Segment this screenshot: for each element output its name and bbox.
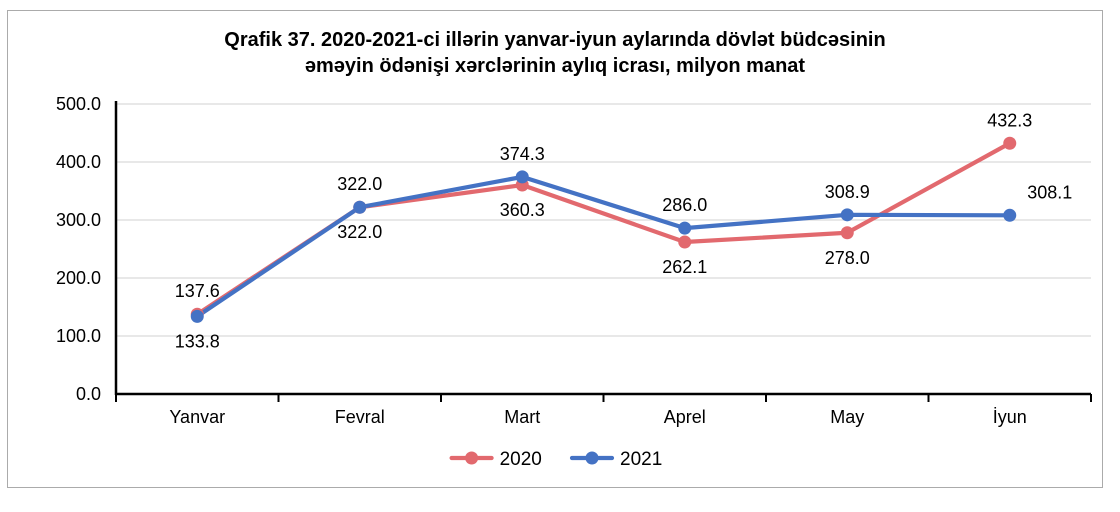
data-label-2020-mart: 360.3 [500, 200, 545, 220]
y-tick-label-200: 200.0 [56, 268, 101, 288]
line-chart: 0.0 100.0 200.0 300.0 400.0 500.0 Yanvar Fevral… [56, 94, 1092, 470]
y-tick-label-100: 100.0 [56, 326, 101, 346]
data-label-2020-aprel: 262.1 [662, 257, 707, 277]
x-category-label-aprel: Aprel [664, 407, 706, 427]
data-label-2020-yanvar: 137.6 [175, 281, 220, 301]
legend-label-2021: 2021 [620, 449, 662, 470]
y-tick-label-400: 400.0 [56, 152, 101, 172]
x-category-label-i̇yun: İyun [993, 407, 1027, 427]
data-label-2021-aprel: 286.0 [662, 195, 707, 215]
data-point-2020-aprel [678, 235, 692, 249]
data-point-2020-i̇yun [1003, 136, 1017, 150]
legend-marker-2021 [585, 451, 599, 465]
series-line-2021 [195, 174, 1012, 319]
data-label-2021-yanvar: 133.8 [175, 331, 220, 351]
series-line-2020 [195, 141, 1012, 317]
y-tick-label-500: 500.0 [56, 94, 101, 114]
data-label-2020-fevral: 322.0 [337, 174, 382, 194]
chart-title-line-1: Qrafik 37. 2020-2021-ci illərin yanvar-i… [224, 29, 886, 51]
y-tick-label-0: 0.0 [76, 384, 101, 404]
data-point-2021-may [840, 208, 854, 222]
legend-marker-2020 [465, 451, 479, 465]
x-category-label-yanvar: Yanvar [169, 407, 225, 427]
data-point-2021-aprel [678, 221, 692, 235]
data-point-2021-mart [515, 170, 529, 184]
x-category-label-fevral: Fevral [335, 407, 385, 427]
data-label-2020-i̇yun: 432.3 [987, 110, 1032, 130]
data-label-2021-i̇yun: 308.1 [1027, 182, 1072, 202]
data-point-2020-may [840, 226, 854, 240]
data-label-2021-may: 308.9 [825, 182, 870, 202]
chart-title-line-2: əməyin ödənişi xərclərinin aylıq icrası,… [304, 55, 806, 77]
chart-frame: 0.0 100.0 200.0 300.0 400.0 500.0 Yanvar Fevral… [7, 10, 1103, 488]
data-label-2021-mart: 374.3 [500, 144, 545, 164]
chart-title: Qrafik 37. 2020-2021-ci illərin yanvar-i… [8, 27, 1102, 79]
legend-label-2020: 2020 [500, 449, 542, 470]
x-category-label-mart: Mart [504, 407, 540, 427]
data-point-2021-yanvar [190, 309, 204, 323]
y-tick-label-300: 300.0 [56, 210, 101, 230]
data-label-2021-fevral: 322.0 [337, 222, 382, 242]
data-point-2021-fevral [353, 200, 367, 214]
data-label-2020-may: 278.0 [825, 248, 870, 268]
data-point-2021-i̇yun [1003, 208, 1017, 222]
x-category-label-may: May [830, 407, 864, 427]
